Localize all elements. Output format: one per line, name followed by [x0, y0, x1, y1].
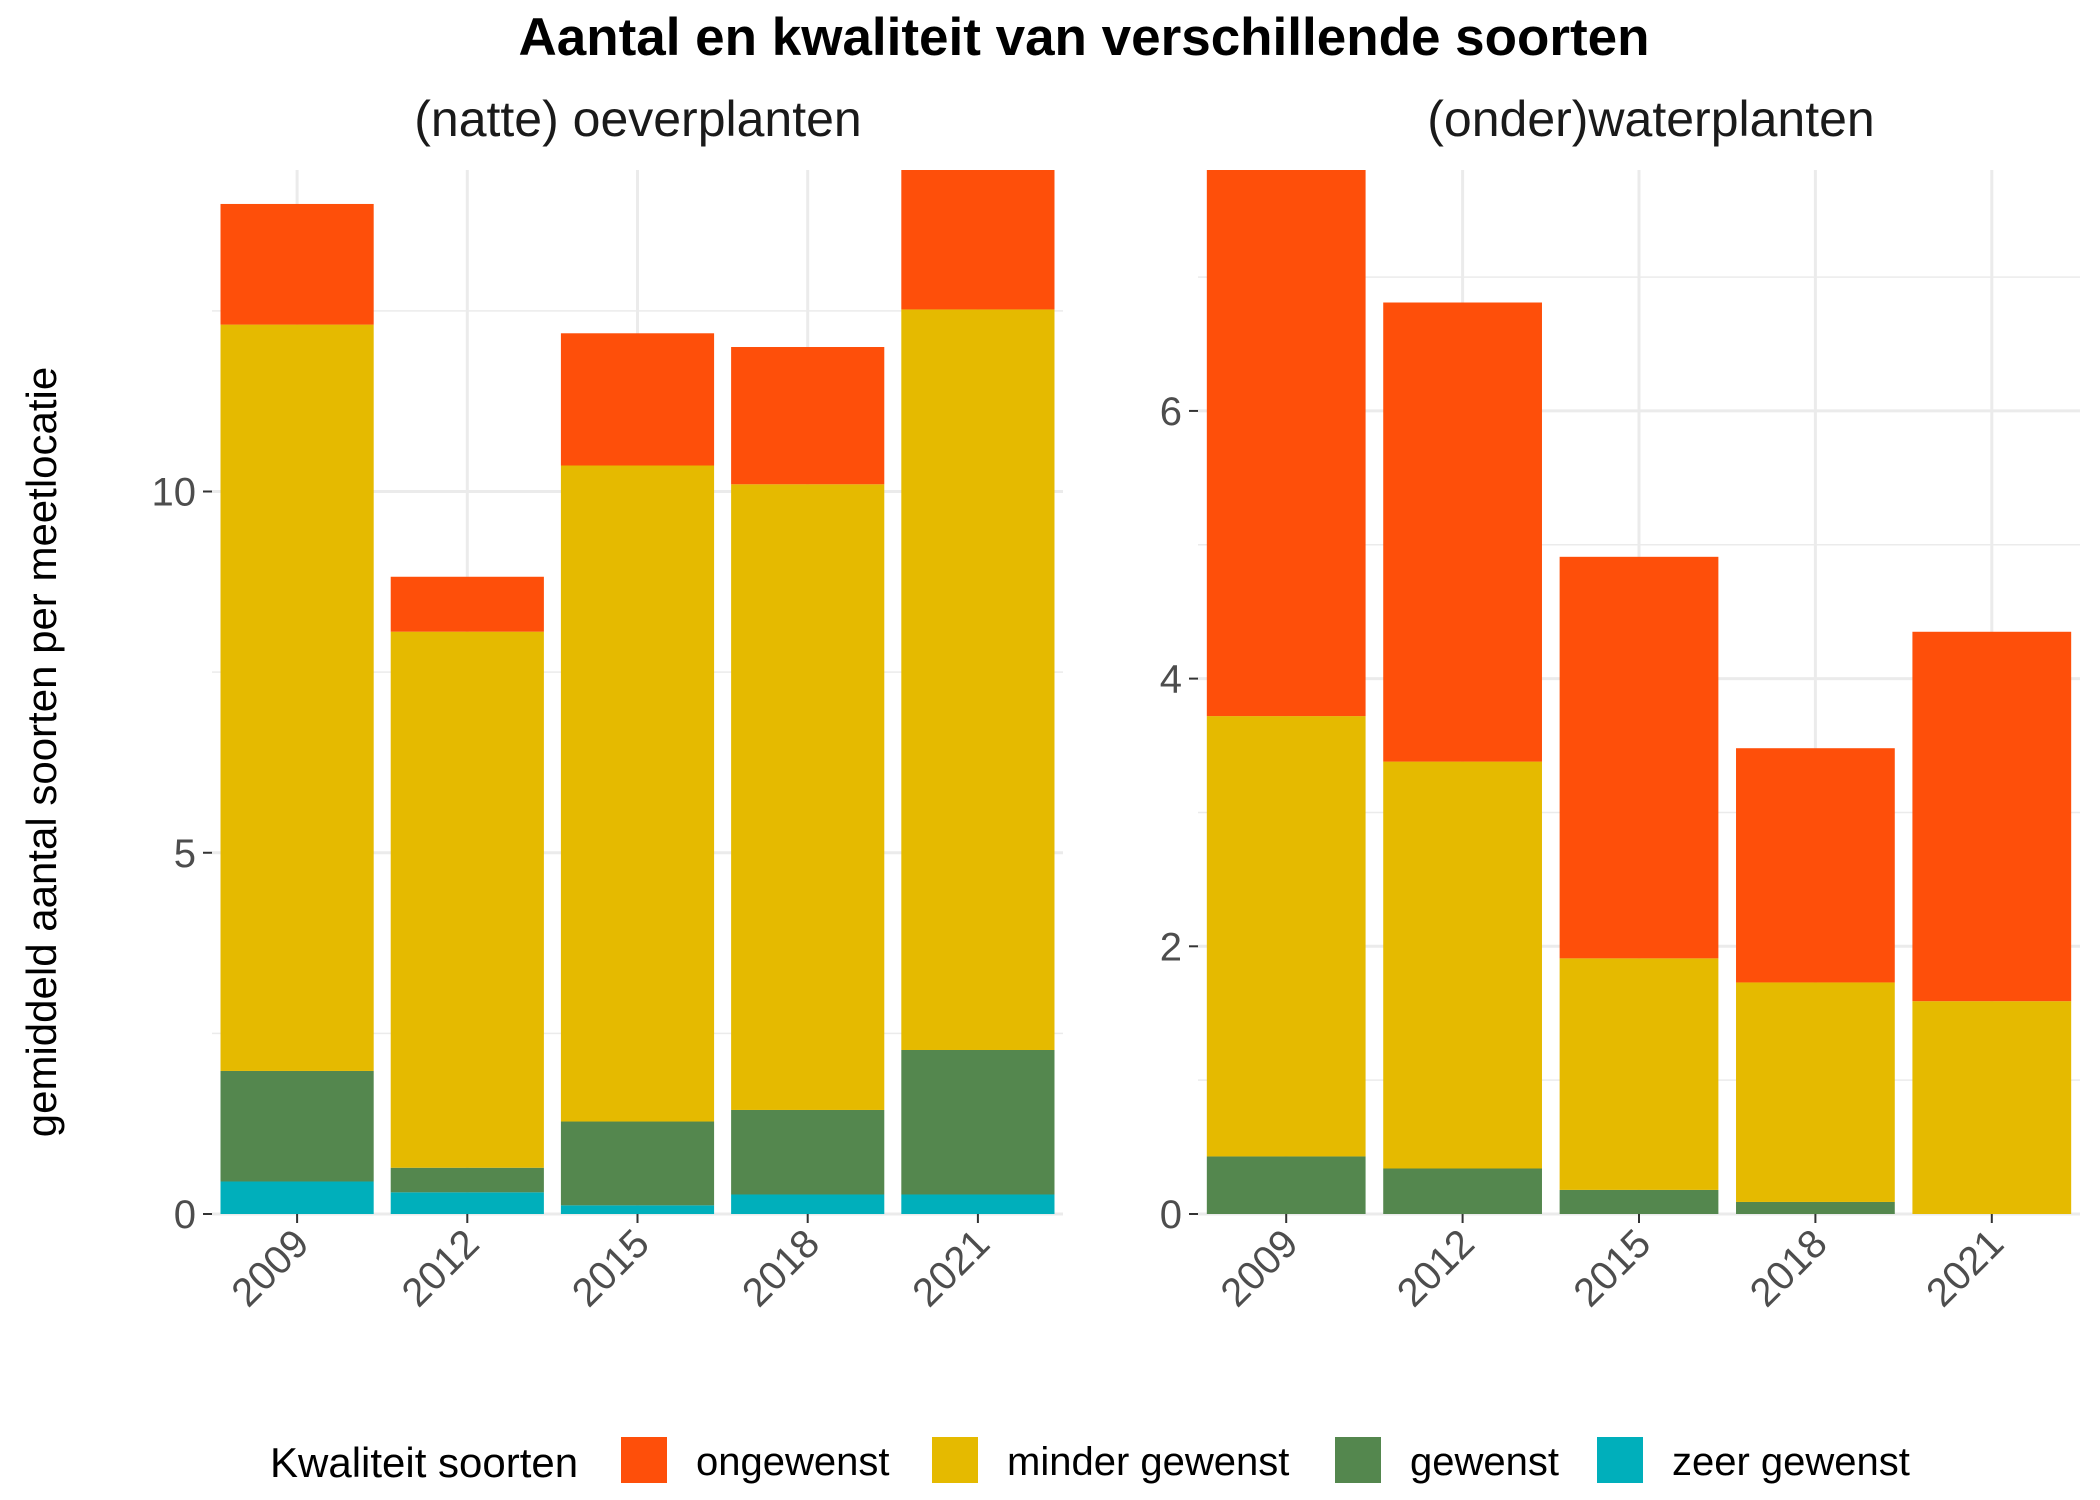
bar-ongewenst-2018	[1736, 748, 1895, 983]
bar-gewenst-2021	[901, 1049, 1055, 1195]
x-tick-label: 2021	[1918, 1221, 2012, 1315]
bar-gewenst-2009	[220, 1070, 374, 1182]
panel-1: (natte) oeverplanten 0 5 10 2009 2012 2015 2018…	[152, 91, 1063, 1315]
y-tick-label: 0	[174, 1193, 196, 1237]
bar-gewenst-2018	[731, 1109, 885, 1195]
x-tick-label: 2018	[734, 1221, 828, 1315]
bar-minder-gewenst-2015	[1559, 958, 1719, 1190]
panel-2: (onder)waterplanten 0 2 4 6 2009 2012 2015 2018 2…	[1160, 91, 2080, 1315]
bar-gewenst-2015	[1559, 1189, 1719, 1214]
y-axis-title: gemiddeld aantal soorten per meetlocatie	[18, 367, 65, 1137]
bar-gewenst-2012	[1383, 1168, 1542, 1214]
bar-ongewenst-2015	[560, 333, 715, 466]
bar-ongewenst-2021	[901, 170, 1055, 310]
panel-title: (natte) oeverplanten	[414, 91, 862, 147]
bar-minder-gewenst-2021	[1912, 1001, 2072, 1214]
x-tick-label: 2018	[1742, 1221, 1836, 1315]
legend-swatch	[1597, 1437, 1643, 1483]
y-tick-label: 6	[1160, 390, 1182, 434]
legend-swatch	[1335, 1437, 1381, 1483]
legend-label: gewenst	[1410, 1440, 1559, 1484]
bar-ongewenst-2012	[390, 576, 544, 632]
panel-title: (onder)waterplanten	[1427, 91, 1875, 147]
legend-label: ongewenst	[696, 1440, 889, 1484]
bar-minder-gewenst-2018	[1736, 982, 1895, 1202]
y-tick-label: 0	[1160, 1193, 1182, 1237]
x-tick-label: 2015	[564, 1221, 658, 1315]
bar-gewenst-2018	[1736, 1201, 1895, 1214]
bar-zeer-gewenst-2018	[731, 1194, 885, 1214]
bar-ongewenst-2009	[220, 203, 374, 325]
bar-gewenst-2015	[560, 1121, 715, 1206]
legend-item: ongewenst	[621, 1437, 889, 1484]
legend-item: gewenst	[1335, 1437, 1559, 1484]
y-tick-label: 10	[152, 471, 197, 515]
bar-ongewenst-2012	[1383, 302, 1542, 762]
legend-label: minder gewenst	[1007, 1440, 1289, 1484]
bar-minder-gewenst-2021	[901, 309, 1055, 1050]
x-tick-label: 2009	[1213, 1221, 1307, 1315]
bar-minder-gewenst-2012	[1383, 761, 1542, 1169]
bar-gewenst-2009	[1206, 1156, 1366, 1214]
bar-ongewenst-2009	[1206, 170, 1366, 717]
legend-swatch	[932, 1437, 978, 1483]
bar-ongewenst-2015	[1559, 556, 1719, 959]
y-tick-label: 5	[174, 832, 196, 876]
x-tick-label: 2012	[1389, 1221, 1483, 1315]
bar-gewenst-2012	[390, 1167, 544, 1193]
legend-item: minder gewenst	[932, 1437, 1289, 1484]
y-tick-label: 2	[1160, 925, 1182, 969]
legend-swatch	[621, 1437, 667, 1483]
bar-zeer-gewenst-2012	[390, 1192, 544, 1214]
bar-zeer-gewenst-2009	[220, 1181, 374, 1214]
bar-minder-gewenst-2015	[560, 465, 715, 1122]
legend-label: zeer gewenst	[1672, 1440, 1910, 1484]
bar-ongewenst-2018	[731, 347, 885, 485]
legend-title: Kwaliteit soorten	[270, 1439, 578, 1486]
bar-minder-gewenst-2009	[220, 324, 374, 1071]
legend: Kwaliteit soorten ongewenst minder gewenst…	[270, 1437, 1910, 1486]
legend-item: zeer gewenst	[1597, 1437, 1910, 1484]
bar-minder-gewenst-2009	[1206, 716, 1366, 1157]
bar-zeer-gewenst-2021	[901, 1194, 1055, 1214]
y-tick-label: 4	[1160, 658, 1182, 702]
bar-ongewenst-2021	[1912, 631, 2072, 1002]
chart-title: Aantal en kwaliteit van verschillende so…	[518, 8, 1649, 67]
bar-minder-gewenst-2012	[390, 631, 544, 1168]
x-tick-label: 2012	[394, 1221, 488, 1315]
bar-zeer-gewenst-2015	[560, 1205, 715, 1214]
x-tick-label: 2021	[904, 1221, 998, 1315]
x-tick-label: 2009	[223, 1221, 317, 1315]
bar-minder-gewenst-2018	[731, 484, 885, 1110]
chart-panels: (natte) oeverplanten 0 5 10 2009 2012 2015 2018…	[152, 91, 2080, 1315]
x-tick-label: 2015	[1565, 1221, 1659, 1315]
